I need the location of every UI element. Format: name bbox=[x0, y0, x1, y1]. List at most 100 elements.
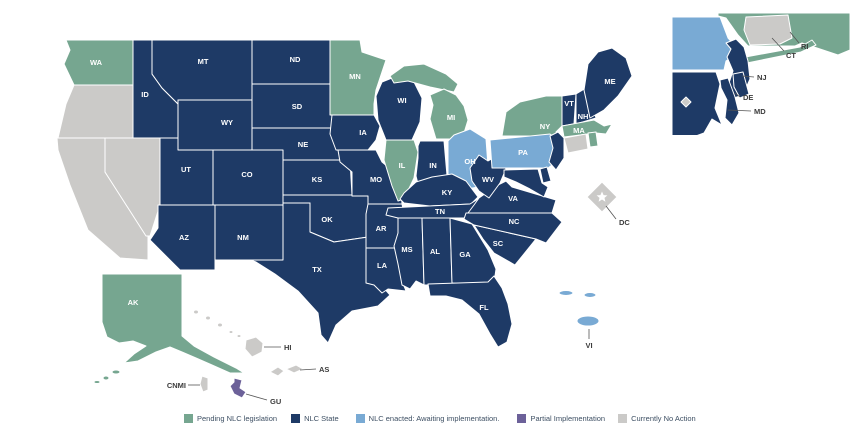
state-label-ia: IA bbox=[359, 128, 367, 137]
state-ct-main[interactable] bbox=[563, 133, 589, 154]
state-label-wv: WV bbox=[482, 175, 494, 184]
state-label-ne: NE bbox=[298, 140, 308, 149]
leader-label-vi: VI bbox=[585, 341, 592, 350]
state-ri-main[interactable] bbox=[587, 131, 599, 148]
state-as-2[interactable] bbox=[285, 364, 304, 374]
state-label-ok: OK bbox=[321, 215, 333, 224]
inset-state-ct[interactable] bbox=[743, 14, 793, 46]
state-label-mo: MO bbox=[370, 175, 382, 184]
inset-state-de[interactable] bbox=[732, 71, 750, 99]
inset-dc[interactable] bbox=[680, 96, 692, 108]
state-de-main[interactable] bbox=[539, 166, 552, 184]
state-label-nd: ND bbox=[290, 55, 301, 64]
leader-line-md bbox=[727, 109, 752, 112]
state-wy[interactable] bbox=[177, 99, 253, 151]
state-ma[interactable] bbox=[561, 119, 613, 138]
state-label-ks: KS bbox=[312, 175, 322, 184]
vi-island[interactable] bbox=[558, 290, 574, 296]
state-label-tn: TN bbox=[435, 207, 445, 216]
legend-swatch-partial bbox=[517, 414, 527, 423]
state-label-mt: MT bbox=[198, 57, 209, 66]
legend-item-pending: Pending NLC legislation bbox=[184, 414, 277, 423]
state-label-az: AZ bbox=[179, 233, 189, 242]
leader-line-de bbox=[734, 92, 741, 98]
state-label-wy: WY bbox=[221, 118, 233, 127]
leader-label-de: DE bbox=[743, 93, 753, 102]
legend-label-none: Currently No Action bbox=[631, 414, 696, 423]
ak-aleutian-island[interactable] bbox=[93, 380, 101, 384]
legend-item-enacted: NLC enacted: Awaiting implementation. bbox=[355, 414, 500, 423]
state-or[interactable] bbox=[57, 84, 134, 139]
state-label-mn: MN bbox=[349, 72, 361, 81]
hi-nw-island[interactable] bbox=[236, 334, 242, 338]
hi-nw-island[interactable] bbox=[205, 315, 211, 321]
state-nc[interactable] bbox=[463, 212, 563, 244]
state-as[interactable] bbox=[269, 366, 285, 377]
legend-label-nlc: NLC State bbox=[304, 414, 339, 423]
state-me[interactable] bbox=[583, 47, 633, 119]
state-label-ar: AR bbox=[376, 224, 387, 233]
legend-item-none: Currently No Action bbox=[618, 414, 696, 423]
state-cnmi[interactable] bbox=[199, 375, 209, 393]
state-label-ky: KY bbox=[442, 188, 452, 197]
hi-nw-island[interactable] bbox=[217, 322, 223, 328]
state-label-oh: OH bbox=[464, 157, 475, 166]
state-label-nh: NH bbox=[578, 112, 589, 121]
leader-label-md: MD bbox=[754, 107, 766, 116]
leader-label-cnmi: CNMI bbox=[167, 381, 186, 390]
hi-nw-island[interactable] bbox=[228, 330, 234, 334]
legend-label-partial: Partial Implementation bbox=[530, 414, 606, 423]
state-label-il: IL bbox=[399, 161, 406, 170]
state-label-in: IN bbox=[429, 161, 437, 170]
leader-label-hi: HI bbox=[284, 343, 292, 352]
ak-aleutian-island[interactable] bbox=[102, 375, 110, 381]
ak-aleutian-island[interactable] bbox=[111, 369, 121, 375]
state-label-la: LA bbox=[377, 261, 388, 270]
northeast-inset bbox=[672, 13, 850, 137]
state-label-id: ID bbox=[141, 90, 149, 99]
state-label-co: CO bbox=[241, 170, 252, 179]
state-md-main[interactable] bbox=[503, 168, 549, 198]
leader-line-ri bbox=[789, 31, 800, 44]
state-label-sc: SC bbox=[493, 239, 504, 248]
leader-label-nj: NJ bbox=[757, 73, 767, 82]
state-label-me: ME bbox=[604, 77, 615, 86]
state-label-ms: MS bbox=[401, 245, 412, 254]
state-label-pa: PA bbox=[518, 148, 528, 157]
state-fl[interactable] bbox=[427, 275, 513, 348]
leader-label-dc: DC bbox=[619, 218, 630, 227]
vi-island[interactable] bbox=[583, 292, 597, 298]
leader-label-gu: GU bbox=[270, 397, 281, 406]
leader-label-ri: RI bbox=[801, 42, 809, 51]
state-ky[interactable] bbox=[399, 173, 479, 207]
state-mi-upper[interactable] bbox=[389, 63, 459, 93]
state-nj-main[interactable] bbox=[548, 131, 565, 171]
state-ia[interactable] bbox=[329, 114, 381, 151]
state-label-sd: SD bbox=[292, 102, 303, 111]
leader-line-as bbox=[299, 368, 317, 371]
inset-md-peninsula[interactable] bbox=[719, 77, 740, 126]
leader-label-ct: CT bbox=[786, 51, 796, 60]
state-ak[interactable] bbox=[101, 273, 245, 374]
state-hi[interactable] bbox=[244, 336, 264, 358]
state-label-ga: GA bbox=[459, 250, 471, 259]
legend-label-enacted: NLC enacted: Awaiting implementation. bbox=[368, 414, 500, 423]
state-wi[interactable] bbox=[375, 77, 423, 141]
leader-line-nj bbox=[741, 75, 755, 78]
state-nm[interactable] bbox=[214, 204, 284, 261]
inset-state-va-md-west[interactable] bbox=[672, 71, 723, 137]
legend-swatch-pending bbox=[184, 414, 193, 423]
state-label-wa: WA bbox=[90, 58, 103, 67]
legend-swatch-none bbox=[618, 414, 628, 423]
legend-item-nlc: NLC State bbox=[291, 414, 339, 423]
state-label-va: VA bbox=[508, 194, 518, 203]
leader-line-dc bbox=[605, 205, 617, 220]
state-gu[interactable] bbox=[229, 377, 247, 399]
hi-nw-island[interactable] bbox=[193, 309, 199, 315]
leader-line-gu bbox=[245, 393, 268, 401]
state-vi[interactable] bbox=[576, 315, 600, 327]
legend-item-partial: Partial Implementation bbox=[517, 414, 605, 423]
state-label-nc: NC bbox=[509, 217, 520, 226]
